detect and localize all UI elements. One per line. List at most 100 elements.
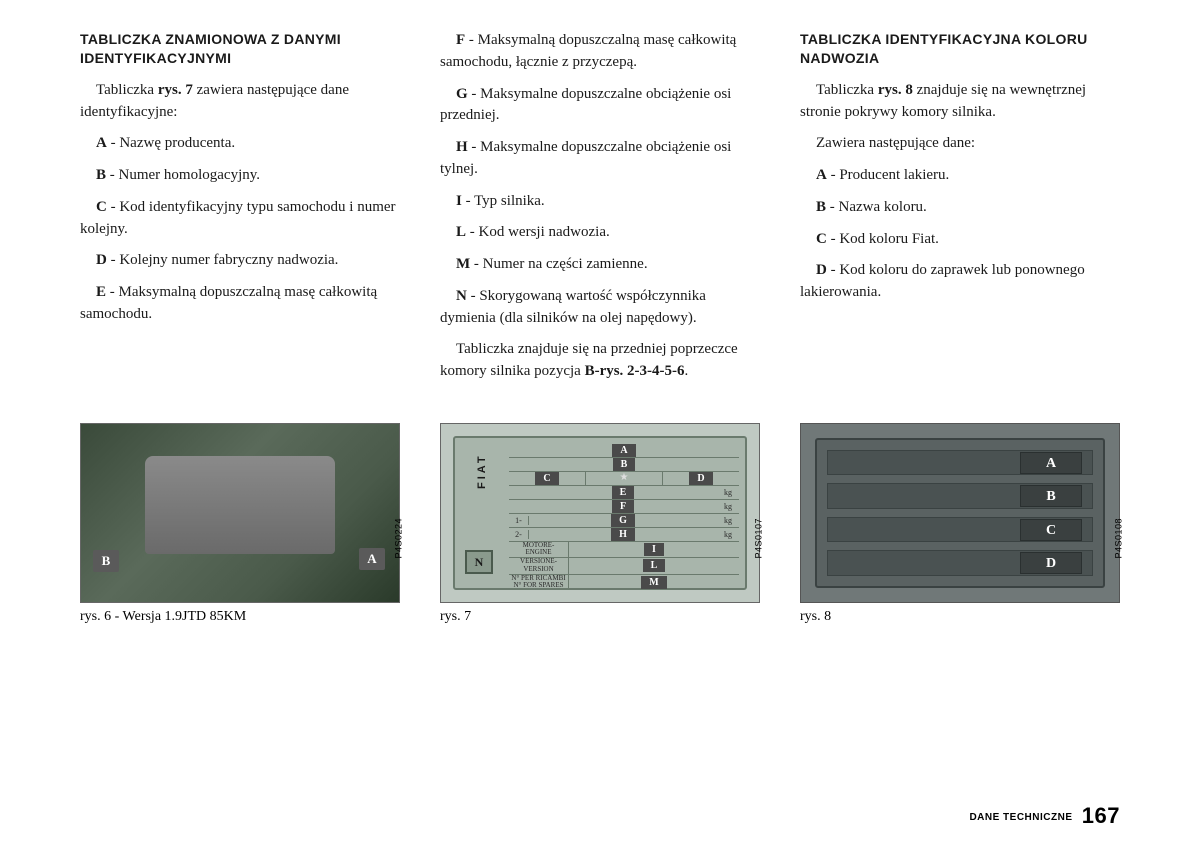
cell-M: M: [641, 576, 666, 589]
desc: - Numer na części zamienne.: [470, 256, 647, 272]
cell-A: A: [612, 444, 635, 457]
desc: - Producent lakieru.: [827, 167, 949, 183]
figures-row: B A P4S0224 rys. 6 - Wersja 1.9JTD 85KM …: [80, 423, 1120, 625]
colorplate-diagram: A B C D: [800, 423, 1120, 603]
letter: D: [816, 262, 827, 278]
intro-col3: Tabliczka rys. 8 znajduje się na wewnętr…: [800, 80, 1120, 124]
item-M: M - Numer na części zamienne.: [440, 254, 760, 276]
engine-photo: B A: [80, 423, 400, 603]
cell-L: L: [643, 559, 666, 572]
kg: kg: [717, 516, 739, 525]
cp-row-B: B: [827, 483, 1093, 509]
figure-7: FIAT N A B C★D Ekg Fkg 1-Gkg 2-Hkg MOTOR…: [440, 423, 760, 625]
kg: kg: [717, 502, 739, 511]
desc: - Skorygowaną wartość współczynnika dymi…: [440, 288, 706, 326]
text: .: [685, 363, 689, 379]
ref-brys: B-rys. 2-3-4-5-6: [585, 363, 685, 379]
fiat-logo: FIAT: [476, 444, 488, 499]
engine-cover: [145, 456, 336, 554]
cell-D: D: [689, 472, 712, 485]
column-1: TABLICZKA ZNAMIONOWA Z DANYMI IDENTYFIKA…: [80, 30, 400, 393]
caption-fig6: rys. 6 - Wersja 1.9JTD 85KM: [80, 609, 400, 625]
cell-C: C: [535, 472, 558, 485]
cell-B: B: [613, 458, 636, 471]
figure-8: A B C D P4S0108 rys. 8: [800, 423, 1120, 625]
desc: - Nazwa koloru.: [826, 199, 927, 215]
desc: - Kolejny numer fabryczny nadwozia.: [107, 252, 339, 268]
image-code: P4S0224: [394, 518, 404, 559]
item-N: N - Skorygowaną wartość współczynnika dy…: [440, 286, 760, 330]
letter: M: [456, 256, 470, 272]
label-versione: VERSIONE-VERSION: [509, 558, 569, 573]
cp-letter-D: D: [1020, 552, 1082, 574]
lead-col3: Zawiera następujące dane:: [800, 133, 1120, 155]
desc: - Typ silnika.: [462, 193, 545, 209]
item-A3: A - Producent lakieru.: [800, 165, 1120, 187]
item-H: H - Maksymalne dopuszczalne obciążenie o…: [440, 137, 760, 181]
figure-6: B A P4S0224 rys. 6 - Wersja 1.9JTD 85KM: [80, 423, 400, 625]
desc: - Maksymalne dopuszczalne obciążenie osi…: [440, 86, 731, 124]
text: Tabliczka: [96, 82, 158, 98]
cp-letter-C: C: [1020, 519, 1082, 541]
footer-para-col2: Tabliczka znajduje się na przedniej popr…: [440, 339, 760, 383]
cell-H: H: [611, 528, 635, 541]
cell-I: I: [644, 543, 664, 556]
letter: C: [816, 231, 827, 247]
letter: C: [96, 199, 107, 215]
item-L: L - Kod wersji nadwozia.: [440, 222, 760, 244]
letter: H: [456, 139, 468, 155]
letter: A: [96, 135, 107, 151]
letter: E: [96, 284, 106, 300]
section-name: DANE TECHNICZNE: [969, 812, 1072, 823]
image-code: P4S0108: [1114, 518, 1124, 559]
desc: - Kod wersji nadwozia.: [466, 224, 610, 240]
n1: 1-: [509, 516, 529, 525]
cp-row-D: D: [827, 550, 1093, 576]
cp-letter-A: A: [1020, 452, 1082, 474]
letter: B: [96, 167, 106, 183]
kg: kg: [717, 488, 739, 497]
intro-col1: Tabliczka rys. 7 zawiera następujące dan…: [80, 80, 400, 124]
letter: F: [456, 32, 465, 48]
item-A: A - Nazwę producenta.: [80, 133, 400, 155]
letter: G: [456, 86, 468, 102]
item-D3: D - Kod koloru do zaprawek lub ponownego…: [800, 260, 1120, 304]
caption-fig7: rys. 7: [440, 609, 760, 625]
label-ricambi: N° PER RICAMBI N° FOR SPARES: [509, 575, 569, 590]
page-number: 167: [1082, 803, 1120, 828]
caption-fig8: rys. 8: [800, 609, 1120, 625]
heading-col1: TABLICZKA ZNAMIONOWA Z DANYMI IDENTYFIKA…: [80, 30, 400, 68]
letter: N: [456, 288, 467, 304]
item-I: I - Typ silnika.: [440, 191, 760, 213]
n2: 2-: [509, 530, 529, 539]
ref-rys7: rys. 7: [158, 82, 193, 98]
text: Tabliczka: [816, 82, 878, 98]
cp-letter-B: B: [1020, 485, 1082, 507]
desc: - Nazwę producenta.: [107, 135, 235, 151]
desc: - Kod identyfikacyjny typu samochodu i n…: [80, 199, 396, 237]
page-footer: DANE TECHNICZNE 167: [969, 803, 1120, 829]
item-C3: C - Kod koloru Fiat.: [800, 229, 1120, 251]
desc: - Kod koloru do zaprawek lub ponownego l…: [800, 262, 1085, 300]
ref-rys8: rys. 8: [878, 82, 913, 98]
letter: L: [456, 224, 466, 240]
label-motore: MOTORE-ENGINE: [509, 542, 569, 557]
cell-E: E: [612, 486, 635, 499]
item-C: C - Kod identyfikacyjny typu samochodu i…: [80, 197, 400, 241]
letter: B: [816, 199, 826, 215]
desc: - Maksymalną dopuszczalną masę całkowitą…: [80, 284, 377, 322]
desc: - Maksymalne dopuszczalne obciążenie osi…: [440, 139, 731, 177]
column-2: F - Maksymalną dopuszczalną masę całkowi…: [440, 30, 760, 393]
item-G: G - Maksymalne dopuszczalne obciążenie o…: [440, 84, 760, 128]
desc: - Kod koloru Fiat.: [827, 231, 939, 247]
item-B: B - Numer homologacyjny.: [80, 165, 400, 187]
n-box: N: [465, 550, 493, 574]
marker-B: B: [93, 550, 119, 572]
letter: A: [816, 167, 827, 183]
heading-col3: TABLICZKA IDENTYFIKACYJNA KOLORU NADWOZI…: [800, 30, 1120, 68]
image-code: P4S0107: [754, 518, 764, 559]
nameplate-diagram: FIAT N A B C★D Ekg Fkg 1-Gkg 2-Hkg MOTOR…: [440, 423, 760, 603]
cp-row-A: A: [827, 450, 1093, 476]
item-E: E - Maksymalną dopuszczalną masę całkowi…: [80, 282, 400, 326]
star-icon: ★: [620, 472, 629, 485]
